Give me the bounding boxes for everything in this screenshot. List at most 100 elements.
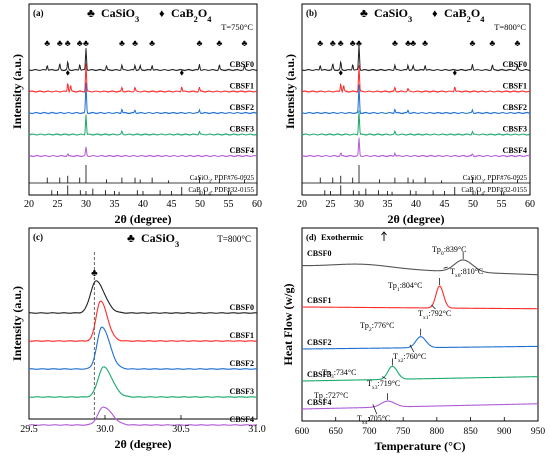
onset-pointer (382, 376, 387, 380)
peak-temperature-label: Tp0:839°C (432, 245, 466, 257)
onset-pointer (409, 344, 415, 353)
legend-label-casio3: CaSiO3 (374, 6, 412, 24)
diamond-peak-marker: ♦ (452, 68, 457, 78)
diamond-legend-marker: ♦ (432, 8, 438, 20)
diamond-peak-marker: ♦ (338, 68, 343, 78)
xrd-series-line (28, 82, 258, 115)
exothermic-label: Exothermic (321, 232, 364, 242)
y-axis-label: Intensity (a.u.) (10, 286, 24, 361)
club-peak-marker: ♣ (410, 38, 416, 48)
reference-label-cab2o4: CaB2O4, PDF#32-0155 (461, 186, 527, 197)
series-label: CBSF0 (307, 249, 331, 258)
series-label: CBSF0 (503, 60, 527, 69)
x-tick-label: 40 (138, 199, 148, 210)
xrd-zoom-series-line (28, 406, 258, 426)
club-peak-marker: ♣ (392, 38, 398, 48)
series-label: CBSF2 (307, 338, 331, 347)
club-peak-marker: ♣ (119, 38, 125, 48)
x-tick-label: 50 (468, 199, 478, 210)
diamond-legend-marker: ♦ (159, 8, 165, 20)
series-label: CBSF0 (230, 303, 254, 312)
series-label: CBSF3 (230, 387, 254, 396)
xrd-series-line (28, 146, 258, 158)
peak-temperature-label: Tp2:776°C (360, 321, 394, 333)
y-axis-label: Intensity (a.u.) (283, 54, 297, 129)
series-label: CBSF1 (503, 82, 527, 91)
x-tick-label: 30 (81, 199, 91, 210)
xrd-zoom-series-line (28, 280, 258, 314)
diamond-peak-marker: ♦ (65, 68, 70, 78)
xrd-series-line (28, 114, 258, 136)
y-axis-label: Heat Flow (w/g) (281, 284, 295, 366)
club-peak-marker: ♣ (405, 38, 411, 48)
club-peak-marker: ♣ (65, 38, 71, 48)
series-label: CBSF3 (307, 370, 331, 379)
xrd-series-line (301, 65, 531, 94)
x-tick-label: 60 (525, 199, 535, 210)
club-peak-marker: ♣ (44, 38, 50, 48)
x-tick-label: 20 (24, 199, 34, 210)
club-peak-marker: ♣ (132, 38, 138, 48)
x-tick-label: 650 (329, 427, 344, 437)
club-legend-marker: ♣ (127, 231, 135, 245)
club-peak-marker: ♣ (149, 38, 155, 48)
xrd-series-line (301, 44, 531, 72)
x-axis-label: 2θ (degree) (114, 437, 171, 451)
x-axis-label: 2θ (degree) (387, 212, 444, 226)
onset-pointer (372, 404, 378, 415)
club-peak-marker: ♣ (242, 38, 248, 48)
x-tick-label: 30.0 (96, 424, 114, 435)
x-tick-label: 35 (110, 199, 120, 210)
legend-label-cab2o4: CaB2O4 (444, 6, 485, 24)
x-tick-label: 29.5 (20, 424, 38, 435)
series-label: CBSF0 (230, 60, 254, 69)
temperature-condition: T=750°C (221, 22, 253, 32)
xrd-series-line (301, 84, 531, 115)
club-peak-marker: ♣ (515, 38, 521, 48)
reference-label-cab2o4: CaB2O4, PDF#32-0155 (188, 186, 254, 197)
panel-label: (c) (33, 232, 43, 242)
x-tick-label: 55 (224, 199, 234, 210)
legend-label-cab2o4: CaB2O4 (171, 6, 212, 24)
x-tick-label: 55 (497, 199, 507, 210)
series-label: CBSF4 (503, 146, 527, 155)
x-tick-label: 30 (354, 199, 364, 210)
panel-label: (b) (306, 8, 317, 18)
club-peak-marker: ♣ (196, 38, 202, 48)
exothermic-arrow-icon (381, 231, 387, 241)
panel-label: (d) (306, 232, 317, 242)
xrd-series-line (301, 137, 531, 158)
xrd-series-line (28, 48, 258, 72)
legend-label-casio3: CaSiO3 (141, 231, 179, 249)
plot-frame (28, 227, 258, 420)
xrd-zoom-series-line (28, 300, 258, 342)
dsc-series-line (301, 400, 539, 410)
series-label: CBSF3 (230, 125, 254, 134)
club-peak-marker: ♣ (317, 38, 323, 48)
y-axis-label: Intensity (a.u.) (10, 54, 24, 129)
x-tick-label: 950 (531, 427, 546, 437)
club-peak-marker: ♣ (330, 38, 336, 48)
series-label: CBSF2 (230, 359, 254, 368)
x-tick-label: 45 (167, 199, 177, 210)
x-tick-label: 700 (362, 427, 377, 437)
series-label: CBSF1 (230, 82, 254, 91)
club-peak-marker: ♣ (338, 38, 344, 48)
x-tick-label: 31.0 (248, 424, 266, 435)
x-tick-label: 60 (252, 199, 262, 210)
club-peak-marker: ♣ (57, 38, 63, 48)
xrd-series-line (28, 63, 258, 94)
x-tick-label: 25 (53, 199, 63, 210)
club-peak-marker: ♣ (489, 38, 495, 48)
series-label: CBSF4 (230, 415, 254, 424)
plot-frame (28, 3, 258, 196)
x-tick-label: 35 (383, 199, 393, 210)
x-tick-label: 45 (440, 199, 450, 210)
x-tick-label: 900 (497, 427, 512, 437)
club-peak-marker: ♣ (422, 38, 428, 48)
series-label: CBSF4 (307, 398, 331, 407)
series-label: CBSF2 (230, 103, 254, 112)
